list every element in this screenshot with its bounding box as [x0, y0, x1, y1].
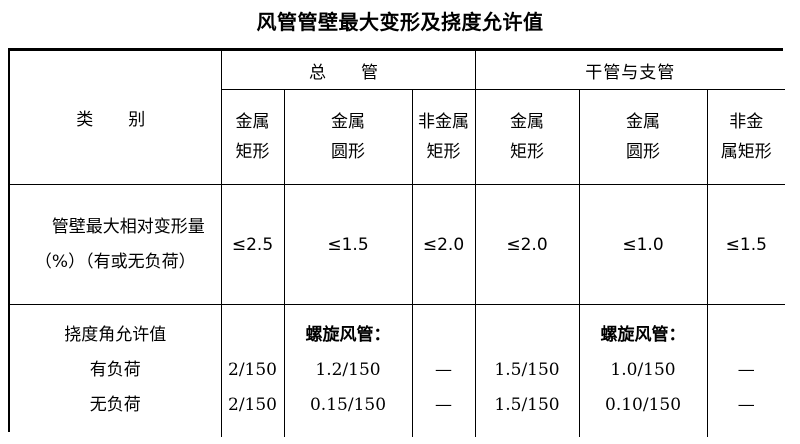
- table-row: 挠度角允许值 有负荷 无负荷 2/150 2/150 螺旋风管： 1.2/150…: [10, 304, 786, 437]
- header-line-2: 属矩形: [720, 142, 772, 162]
- header-group-main-duct: 总 管: [220, 51, 476, 90]
- group-label-main-duct: 总 管: [309, 62, 387, 83]
- cell-deflection-main-metal-rect: 2/150 2/150: [220, 304, 285, 437]
- row-label-line-1: 挠度角允许值: [64, 325, 167, 346]
- cell-deflection-main-nonmetal-rect: — —: [411, 304, 476, 437]
- row-label-line-3: 无负荷: [89, 395, 141, 416]
- header-line-1: 金属: [331, 112, 365, 132]
- header-line-1: 金属: [235, 112, 270, 132]
- cell-deformation-main-metal-rect: ≤2.5: [220, 184, 285, 305]
- cell-deformation-branch-metal-round: ≤1.0: [578, 184, 708, 305]
- cell-deflection-branch-metal-rect: 1.5/150 1.5/150: [474, 304, 580, 437]
- cell-unloaded-value: —: [435, 395, 452, 416]
- cell-deformation-main-metal-round: ≤1.5: [283, 184, 413, 305]
- cell-loaded-value: —: [737, 360, 755, 381]
- cell-unloaded-value: 0.15/150: [309, 395, 387, 416]
- row-label-deformation: 管壁最大相对变形量（%）（有或无负荷）: [10, 184, 222, 305]
- table-group-header-row: 类 别 总 管 干管与支管: [10, 51, 786, 185]
- cell-unloaded-value: 1.5/150: [494, 395, 560, 416]
- cell-deflection-main-metal-round: 螺旋风管： 1.2/150 0.15/150: [283, 304, 413, 437]
- page-title: 风管管壁最大变形及挠度允许值: [256, 10, 544, 34]
- cell-deformation-main-nonmetal-rect: ≤2.0: [411, 184, 476, 305]
- row-label-deflection: 挠度角允许值 有负荷 无负荷: [10, 304, 222, 437]
- cell-note: 螺旋风管：: [305, 325, 391, 346]
- header-line-2: 矩形: [510, 142, 545, 162]
- cell-note: 螺旋风管：: [600, 325, 686, 346]
- category-header-label: 类 别: [76, 110, 155, 130]
- row-label-line-2: 有负荷: [89, 360, 141, 381]
- header-line-2: 圆形: [626, 142, 661, 162]
- group-label-branch-duct: 干管与支管: [585, 62, 676, 83]
- spec-table: 类 别 总 管 干管与支管 金属 矩形 金属 圆形: [10, 51, 786, 437]
- table-row: 管壁最大相对变形量（%）（有或无负荷） ≤2.5 ≤1.5 ≤2.0 ≤2.0 …: [10, 184, 786, 305]
- header-line-1: 非金属: [418, 112, 469, 132]
- cell-loaded-value: 1.2/150: [315, 360, 381, 381]
- header-group-branch-duct: 干管与支管: [474, 51, 786, 90]
- header-col-main-nonmetal-rect: 非金属 矩形: [411, 89, 476, 185]
- cell-deformation-branch-metal-rect: ≤2.0: [474, 184, 580, 305]
- cell-loaded-value: 1.0/150: [610, 360, 676, 381]
- header-cell-category: 类 别: [10, 51, 222, 185]
- header-col-main-metal-round: 金属 圆形: [283, 89, 413, 185]
- header-line-1: 非金: [729, 112, 764, 132]
- cell-deflection-branch-nonmetal-rect: — —: [706, 304, 786, 437]
- spec-table-container: 类 别 总 管 干管与支管 金属 矩形 金属 圆形: [8, 48, 786, 437]
- header-line-1: 金属: [510, 112, 545, 132]
- header-col-branch-nonmetal-rect: 非金 属矩形: [706, 89, 786, 185]
- table-sub-header-row: 金属 矩形 金属 圆形 非金属 矩形 金属 矩形 金属 圆形: [10, 89, 786, 185]
- header-col-branch-metal-rect: 金属 矩形: [474, 89, 580, 185]
- header-col-branch-metal-round: 金属 圆形: [578, 89, 708, 185]
- header-line-1: 金属: [626, 112, 661, 132]
- cell-loaded-value: 1.5/150: [494, 360, 560, 381]
- header-line-2: 圆形: [331, 142, 365, 162]
- cell-unloaded-value: —: [737, 395, 755, 416]
- cell-loaded-value: 2/150: [228, 360, 277, 381]
- header-col-main-metal-rect: 金属 矩形: [221, 89, 285, 185]
- cell-loaded-value: —: [435, 360, 452, 381]
- cell-deformation-branch-nonmetal-rect: ≤1.5: [706, 184, 786, 305]
- header-line-2: 矩形: [235, 142, 270, 162]
- header-line-2: 矩形: [426, 142, 461, 162]
- cell-unloaded-value: 0.10/150: [605, 395, 682, 416]
- cell-deflection-branch-metal-round: 螺旋风管： 1.0/150 0.10/150: [578, 304, 708, 437]
- cell-unloaded-value: 2/150: [228, 395, 277, 416]
